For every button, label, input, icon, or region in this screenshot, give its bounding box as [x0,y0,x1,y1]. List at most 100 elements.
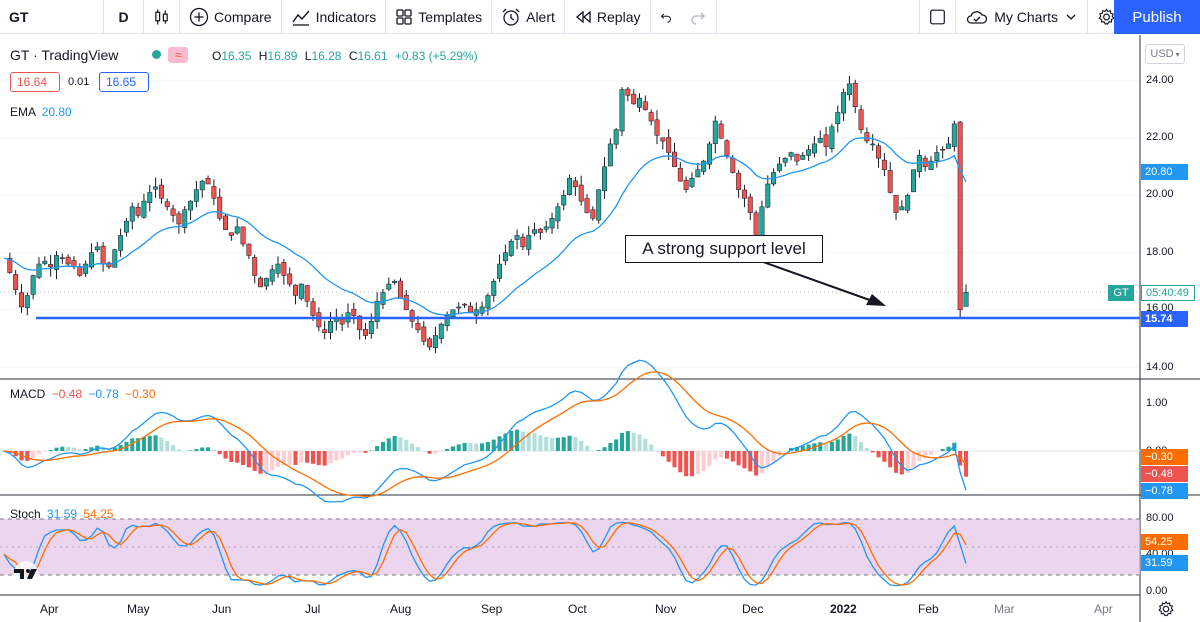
candle-body[interactable] [677,167,683,182]
candle-body[interactable] [876,145,882,159]
candle-body[interactable] [403,294,409,311]
annotation-arrow[interactable] [754,258,879,304]
candle-body[interactable] [491,280,497,296]
chart-type-button[interactable] [144,0,180,34]
candle-body[interactable] [934,152,940,161]
candle-body[interactable] [263,278,269,287]
chart-title[interactable]: GT · TradingView [10,47,118,63]
candle-body[interactable] [77,266,83,276]
candle-body[interactable] [409,310,415,322]
candle-body[interactable] [275,263,281,274]
candle-body[interactable] [467,305,473,313]
candle-body[interactable] [339,318,345,325]
candle-body[interactable] [864,132,870,142]
candle-body[interactable] [83,263,89,274]
candle-body[interactable] [153,186,159,190]
alert-button[interactable]: Alert [492,0,565,34]
candle-body[interactable] [176,213,182,225]
candle-body[interactable] [625,88,631,96]
candle-body[interactable] [759,206,765,238]
candle-body[interactable] [718,123,724,139]
tradingview-logo-icon[interactable] [9,561,43,585]
candle-body[interactable] [870,143,876,146]
candle-body[interactable] [444,315,450,327]
candle-body[interactable] [846,83,852,96]
candle-body[interactable] [806,149,812,156]
templates-button[interactable]: Templates [386,0,493,34]
candle-body[interactable] [543,226,549,230]
candle-body[interactable] [281,262,287,276]
candle-body[interactable] [660,137,666,142]
candle-body[interactable] [497,263,503,279]
candle-body[interactable] [957,121,963,311]
candle-body[interactable] [363,329,368,336]
candle-body[interactable] [100,245,106,265]
candle-body[interactable] [7,258,13,273]
candle-body[interactable] [695,169,701,178]
candle-body[interactable] [911,169,916,193]
candle-body[interactable] [112,249,118,268]
candle-body[interactable] [322,329,328,333]
candle-body[interactable] [351,308,357,316]
candle-body[interactable] [567,177,573,195]
annotation-callout[interactable]: A strong support level [625,235,823,263]
candle-body[interactable] [19,292,24,308]
candle-body[interactable] [741,189,747,199]
candle-body[interactable] [951,123,957,147]
candle-body[interactable] [485,295,491,309]
candle-body[interactable] [584,198,590,213]
my-charts-button[interactable]: My Charts [956,0,1088,34]
candle-body[interactable] [129,206,135,222]
candle-body[interactable] [631,93,637,105]
candle-body[interactable] [532,229,538,234]
candle-body[interactable] [508,240,514,256]
buy-button[interactable]: 16.65 [99,72,149,92]
candle-body[interactable] [596,189,602,221]
candle-body[interactable] [462,303,468,306]
candle-body[interactable] [829,126,835,149]
candle-body[interactable] [13,274,19,291]
candle-body[interactable] [520,236,526,248]
candle-body[interactable] [666,137,672,153]
candle-body[interactable] [240,226,246,245]
candle-body[interactable] [613,129,619,145]
stoch-legend[interactable]: Stoch 31.59 54.25 [10,507,113,521]
candle-body[interactable] [432,335,438,348]
candle-body[interactable] [963,292,969,307]
candle-body[interactable] [258,277,263,288]
candle-body[interactable] [42,260,48,264]
candle-body[interactable] [316,312,322,328]
candle-body[interactable] [427,338,433,348]
candle-body[interactable] [223,215,229,230]
candle-body[interactable] [841,92,847,114]
candle-body[interactable] [881,159,887,170]
candle-body[interactable] [578,184,584,202]
candle-body[interactable] [928,160,934,170]
replay-button[interactable]: Replay [565,0,651,34]
candle-body[interactable] [916,155,922,172]
candle-body[interactable] [788,152,794,157]
candle-body[interactable] [269,269,275,282]
redo-button[interactable] [681,0,717,34]
candle-body[interactable] [887,170,893,193]
chart-area[interactable]: GT · TradingView ≈ O16.35 H16.89 L16.28 … [0,35,1200,622]
candle-body[interactable] [328,320,333,333]
sell-button[interactable]: 16.64 [10,72,60,92]
candle-body[interactable] [823,134,829,148]
candle-body[interactable] [24,295,30,308]
candle-body[interactable] [689,177,695,187]
candle-body[interactable] [30,275,36,295]
undo-button[interactable] [651,0,681,34]
candle-body[interactable] [648,112,654,122]
candle-body[interactable] [765,183,771,208]
candle-body[interactable] [537,228,543,233]
candle-body[interactable] [170,208,176,216]
candle-body[interactable] [701,160,707,172]
candlestick-series[interactable] [7,75,969,354]
candle-body[interactable] [182,209,188,228]
ema-legend[interactable]: EMA 20.80 [10,105,72,119]
candle-body[interactable] [374,300,380,322]
candle-body[interactable] [607,143,613,167]
candle-body[interactable] [205,178,211,185]
candle-body[interactable] [642,101,648,110]
